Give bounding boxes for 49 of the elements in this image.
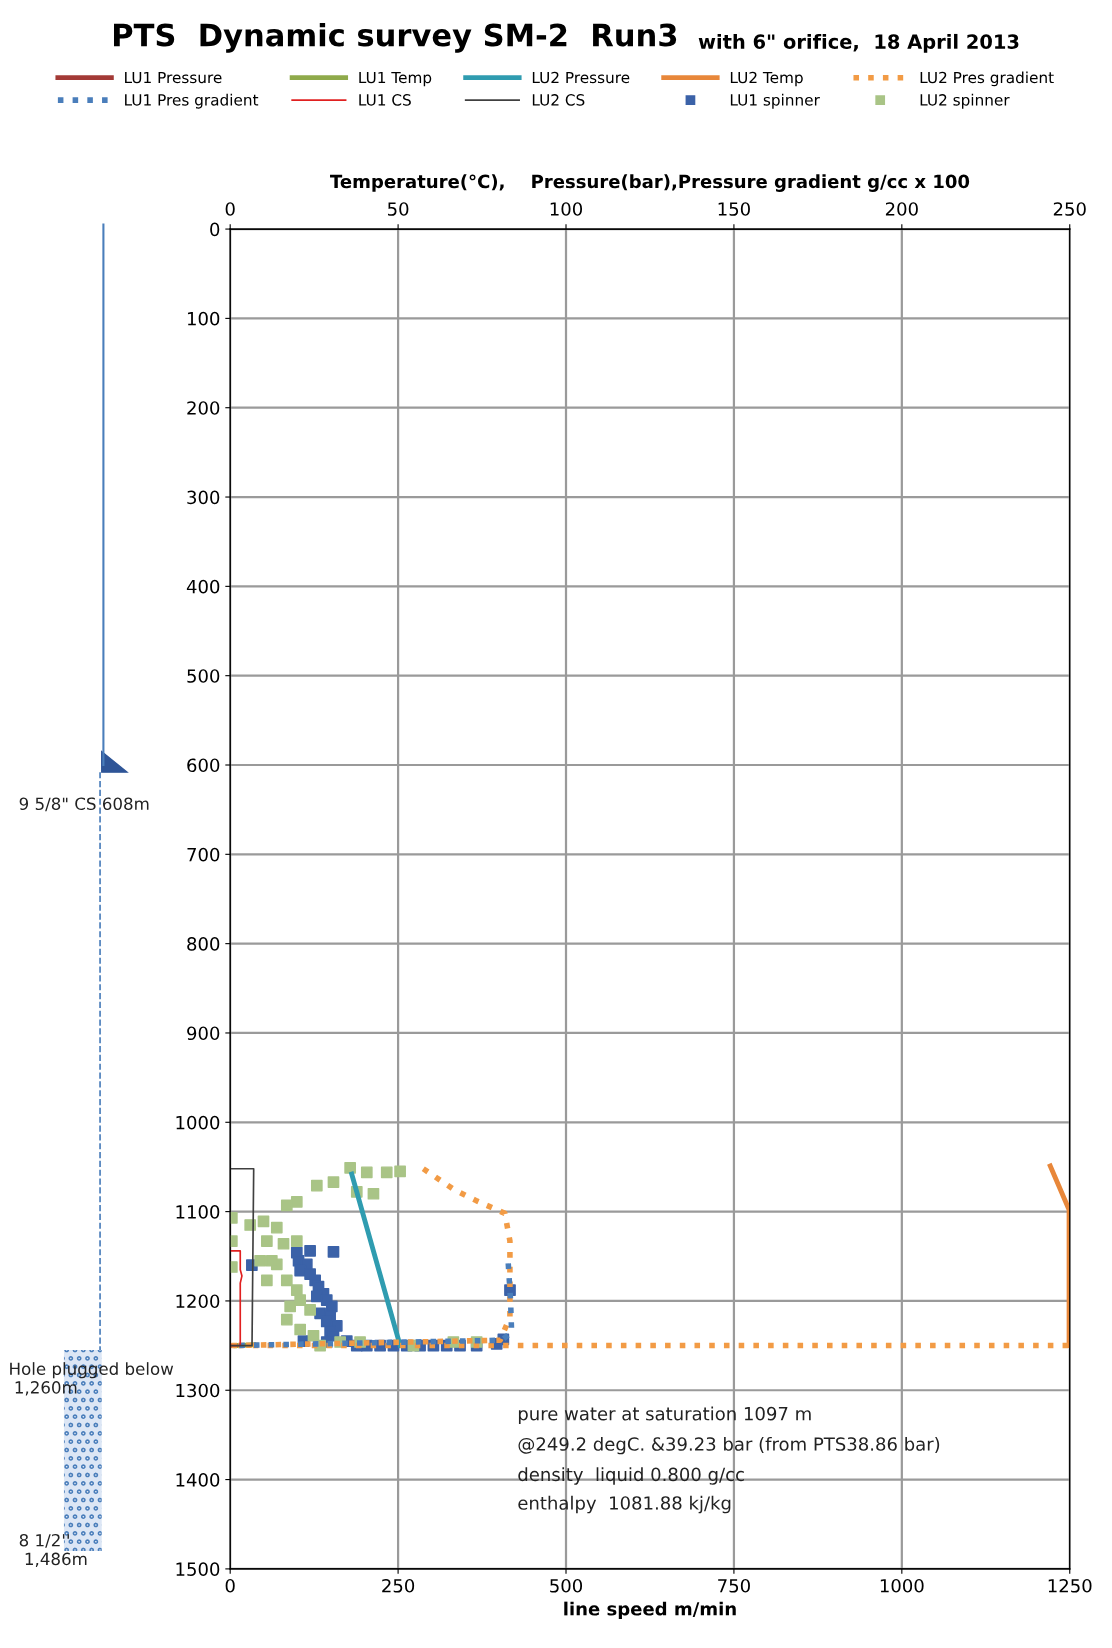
- x2-tick-label: 150: [718, 202, 750, 216]
- legend-label: LU2 Temp: [730, 71, 803, 87]
- y-tick-label: 400: [186, 579, 220, 594]
- annotation: pure water at saturation 1097 m: [518, 1406, 811, 1424]
- y-tick-label: 1000: [176, 1115, 220, 1130]
- x-tick-label: 0: [225, 1578, 235, 1593]
- y-tick-label: 700: [187, 847, 220, 862]
- y-tick-label: 600: [187, 758, 220, 773]
- x2-tick-label: 200: [885, 202, 918, 216]
- y-tick-label: 0: [210, 222, 220, 237]
- y-tick-label: 1200: [176, 1294, 220, 1309]
- x-tick-label: 250: [382, 1578, 415, 1593]
- text: Hole plugged below 1,260m: [10, 1362, 174, 1396]
- y-tick-label: 900: [187, 1026, 220, 1041]
- x-tick-label: 1250: [1048, 1578, 1092, 1593]
- legend-label: LU2 Pressure: [532, 71, 630, 84]
- legend-label: LU1 spinner: [730, 93, 820, 109]
- x-tick-label: 1000: [880, 1578, 924, 1593]
- x-tick-label: 500: [550, 1578, 583, 1593]
- y-tick-label: 1500: [176, 1562, 220, 1577]
- x-tick-label: 750: [718, 1578, 750, 1593]
- legend-label: LU2 spinner: [920, 93, 1010, 109]
- x-axis-title: line speed m/min: [564, 1601, 736, 1620]
- y-tick-label: 1100: [176, 1205, 220, 1219]
- chart-title: PTS Dynamic survey SM-2 Run3: [114, 22, 677, 53]
- legend-label: LU2 CS: [532, 94, 585, 106]
- legend-label: LU1 Pressure: [125, 71, 222, 84]
- legend-label: LU1 Temp: [359, 71, 432, 87]
- text: 8 1/2'' 1,486m: [19, 1533, 87, 1567]
- y-tick-label: 500: [187, 669, 220, 683]
- y-tick-label: 200: [187, 401, 220, 415]
- x2-tick-label: 0: [225, 202, 235, 216]
- annotation: density liquid 0.800 g/cc: [518, 1467, 744, 1485]
- x2-axis-title: Temperature(°C), Pressure(bar),Pressure gradient g/cc x 100: [330, 174, 970, 192]
- annotation: enthalpy 1081.88 kj/kg: [518, 1495, 731, 1514]
- annotation: @249.2 degC. &39.23 bar (from PTS38.86 bar): [518, 1436, 940, 1455]
- chart-subtitle: with 6" orifice, 18 April 2013: [698, 33, 1019, 53]
- text: 9 5/8" CS 608m: [19, 797, 149, 812]
- y-tick-label: 100: [187, 311, 220, 326]
- x2-tick-label: 250: [1053, 202, 1086, 216]
- legend-label: LU1 CS: [359, 94, 411, 106]
- legend-label: LU2 Pres gradient: [920, 71, 1054, 87]
- y-tick-label: 1400: [176, 1473, 220, 1487]
- y-tick-label: 1300: [176, 1383, 220, 1398]
- legend-label: LU1 Pres gradient: [125, 93, 259, 109]
- y-tick-label: 300: [187, 490, 220, 505]
- y-tick-label: 800: [187, 937, 220, 951]
- x2-tick-label: 50: [388, 202, 409, 216]
- x2-tick-label: 100: [550, 202, 583, 216]
